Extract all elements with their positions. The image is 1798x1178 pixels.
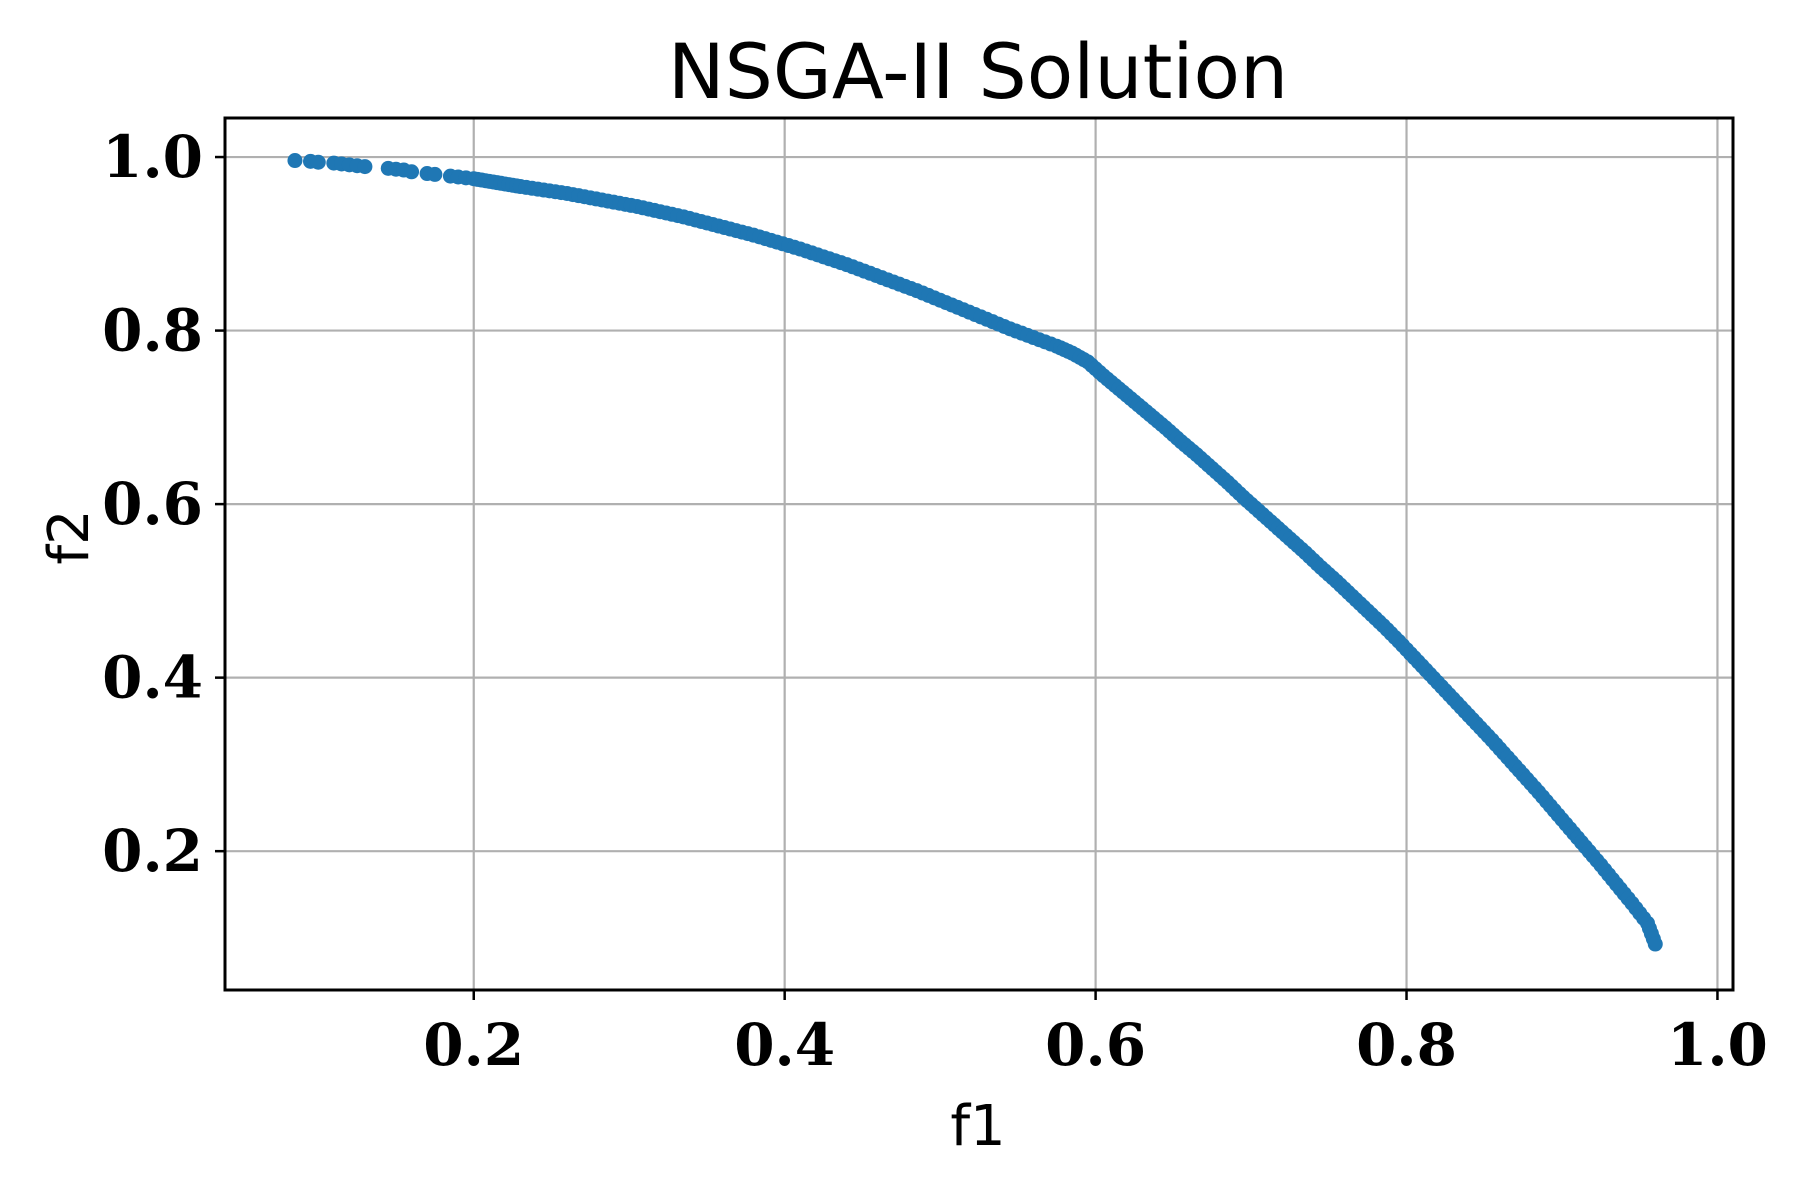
data-point xyxy=(1647,936,1663,952)
data-points xyxy=(287,153,1663,952)
x-tick-label: 0.2 xyxy=(423,1011,524,1079)
data-point xyxy=(427,166,443,182)
y-tick-label: 0.2 xyxy=(102,817,203,885)
x-tick-label: 0.8 xyxy=(1356,1011,1457,1079)
x-tick-label: 1.0 xyxy=(1667,1011,1768,1079)
y-tick-label: 1.0 xyxy=(102,123,203,191)
data-point xyxy=(404,164,420,180)
x-tick-label: 0.6 xyxy=(1045,1011,1146,1079)
chart-title: NSGA-II Solution xyxy=(668,27,1288,116)
data-point xyxy=(357,159,373,175)
grid-lines xyxy=(225,118,1733,990)
plot-area-frame xyxy=(223,116,1735,992)
x-axis-label: f1 xyxy=(950,1094,1005,1159)
x-tick-label: 0.4 xyxy=(734,1011,835,1079)
y-tick-label: 0.4 xyxy=(102,644,203,712)
y-tick-label: 0.8 xyxy=(102,297,203,365)
y-axis-label: f2 xyxy=(37,509,102,564)
y-tick-label: 0.6 xyxy=(102,470,203,538)
data-point xyxy=(287,153,303,169)
axis-ticks: 0.2 0.4 0.6 0.8 1.0 0.2 0.4 0.6 0.8 1.0 xyxy=(102,123,1768,1079)
data-point xyxy=(310,154,326,170)
